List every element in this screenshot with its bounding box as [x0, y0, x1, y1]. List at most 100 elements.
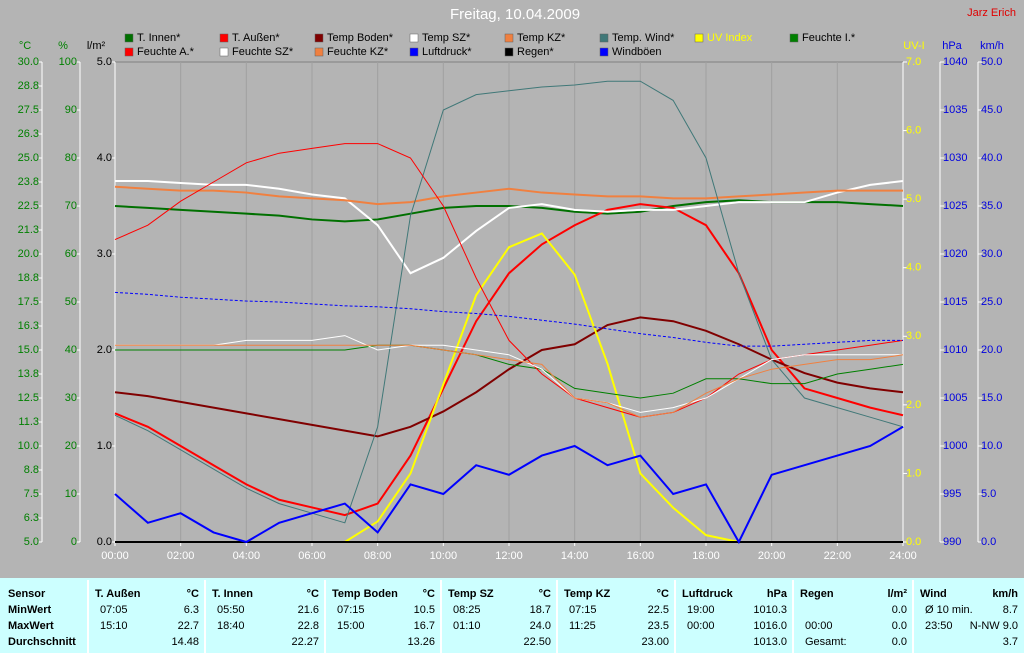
legend-swatch [314, 33, 324, 43]
x-tick-label: 06:00 [298, 550, 326, 562]
legend-swatch [219, 47, 229, 57]
table-cell: 05:50 [217, 604, 245, 616]
legend-label: Temp SZ* [422, 32, 471, 44]
y-tick-label: 5.0 [24, 536, 39, 548]
legend-label: Feuchte KZ* [327, 46, 389, 58]
table-cell: 1010.3 [753, 604, 787, 616]
series-line [115, 344, 904, 399]
x-tick-label: 24:00 [889, 550, 917, 562]
x-tick-label: 16:00 [627, 550, 655, 562]
legend-swatch [694, 33, 704, 43]
legend-label: UV Index [707, 32, 753, 44]
y-tick-label: 1.0 [906, 467, 921, 479]
y-tick-label: 23.8 [18, 176, 39, 188]
y-tick-label: 27.5 [18, 104, 39, 116]
table-header: T. Innen [212, 588, 253, 600]
y-tick-label: 3.0 [906, 330, 921, 342]
table-unit: °C [423, 588, 435, 600]
y-tick-label: 990 [943, 536, 961, 548]
table-unit: °C [657, 588, 669, 600]
y-tick-label: 45.0 [981, 104, 1002, 116]
y-tick-label: 30 [65, 392, 77, 404]
y-tick-label: 1015 [943, 296, 967, 308]
y-tick-label: 2.0 [906, 399, 921, 411]
y-tick-label: 1040 [943, 56, 967, 68]
table-cell: 0.0 [892, 604, 907, 616]
table-unit: l/m² [887, 588, 907, 600]
table-unit: km/h [992, 588, 1018, 600]
x-tick-label: 14:00 [561, 550, 589, 562]
table-cell: 1016.0 [753, 620, 787, 632]
table-cell: N-NW 9.0 [970, 620, 1018, 632]
table-cell: 22.7 [178, 620, 199, 632]
legend-swatch [504, 47, 514, 57]
y-tick-label: 30.0 [981, 248, 1002, 260]
legend-swatch [599, 47, 609, 57]
table-background [0, 578, 1024, 653]
y-tick-label: 30.0 [18, 56, 39, 68]
table-cell: 13.26 [407, 636, 435, 648]
legend-swatch [409, 47, 419, 57]
table-cell: 18:40 [217, 620, 245, 632]
table-cell: 07:05 [100, 604, 128, 616]
legend-label: Luftdruck* [422, 46, 472, 58]
table-cell: 22.8 [298, 620, 319, 632]
table-cell: 23.5 [648, 620, 669, 632]
table-header: Regen [800, 588, 834, 600]
table-cell: 24.0 [530, 620, 551, 632]
table-cell: 16.7 [414, 620, 435, 632]
y-tick-label: 10.0 [18, 440, 39, 452]
y-tick-label: 0 [71, 536, 77, 548]
table-unit: °C [539, 588, 551, 600]
legend-swatch [789, 33, 799, 43]
y-tick-label: 80 [65, 152, 77, 164]
x-tick-label: 18:00 [692, 550, 720, 562]
y-axis-unit: l/m² [87, 40, 106, 52]
legend-label: Feuchte I.* [802, 32, 856, 44]
table-cell: 3.7 [1003, 636, 1018, 648]
table-cell: 22.50 [523, 636, 551, 648]
y-tick-label: 1005 [943, 392, 967, 404]
table-unit: °C [307, 588, 319, 600]
y-tick-label: 15.0 [18, 344, 39, 356]
table-cell: 21.6 [298, 604, 319, 616]
series-line [114, 291, 903, 347]
y-tick-label: 1010 [943, 344, 967, 356]
y-tick-label: 40 [65, 344, 77, 356]
y-tick-label: 28.8 [18, 80, 39, 92]
y-tick-label: 60 [65, 248, 77, 260]
legend-label: Feuchte SZ* [232, 46, 294, 58]
y-tick-label: 20.0 [18, 248, 39, 260]
y-tick-label: 25.0 [18, 152, 39, 164]
legend-label: Temp. Wind* [612, 32, 675, 44]
table-cell: 00:00 [687, 620, 715, 632]
y-tick-label: 90 [65, 104, 77, 116]
series-line [114, 425, 904, 545]
legend-label: Temp KZ* [517, 32, 566, 44]
table-cell: 00:00 [805, 620, 833, 632]
x-tick-label: 00:00 [101, 550, 129, 562]
table-cell: 07:15 [569, 604, 597, 616]
y-tick-label: 6.3 [24, 512, 39, 524]
series-line [114, 185, 903, 206]
y-axis-unit: km/h [980, 40, 1004, 52]
table-cell: 22.5 [648, 604, 669, 616]
table-header: Temp Boden [332, 588, 398, 600]
y-tick-label: 7.0 [906, 56, 921, 68]
y-tick-label: 995 [943, 488, 961, 500]
x-tick-label: 22:00 [824, 550, 852, 562]
series-line [115, 344, 904, 418]
legend-label: Temp Boden* [327, 32, 394, 44]
table-cell: 11:25 [569, 620, 596, 632]
table-cell: 6.3 [184, 604, 199, 616]
table-unit: hPa [767, 588, 788, 600]
table-cell: 19:00 [687, 604, 715, 616]
legend-swatch [219, 33, 229, 43]
legend-label: T. Innen* [137, 32, 181, 44]
y-tick-label: 3.0 [97, 248, 112, 260]
y-tick-label: 0.0 [906, 536, 921, 548]
y-tick-label: 12.5 [18, 392, 39, 404]
chart-title: Freitag, 10.04.2009 [450, 6, 580, 23]
y-tick-label: 4.0 [906, 262, 921, 274]
